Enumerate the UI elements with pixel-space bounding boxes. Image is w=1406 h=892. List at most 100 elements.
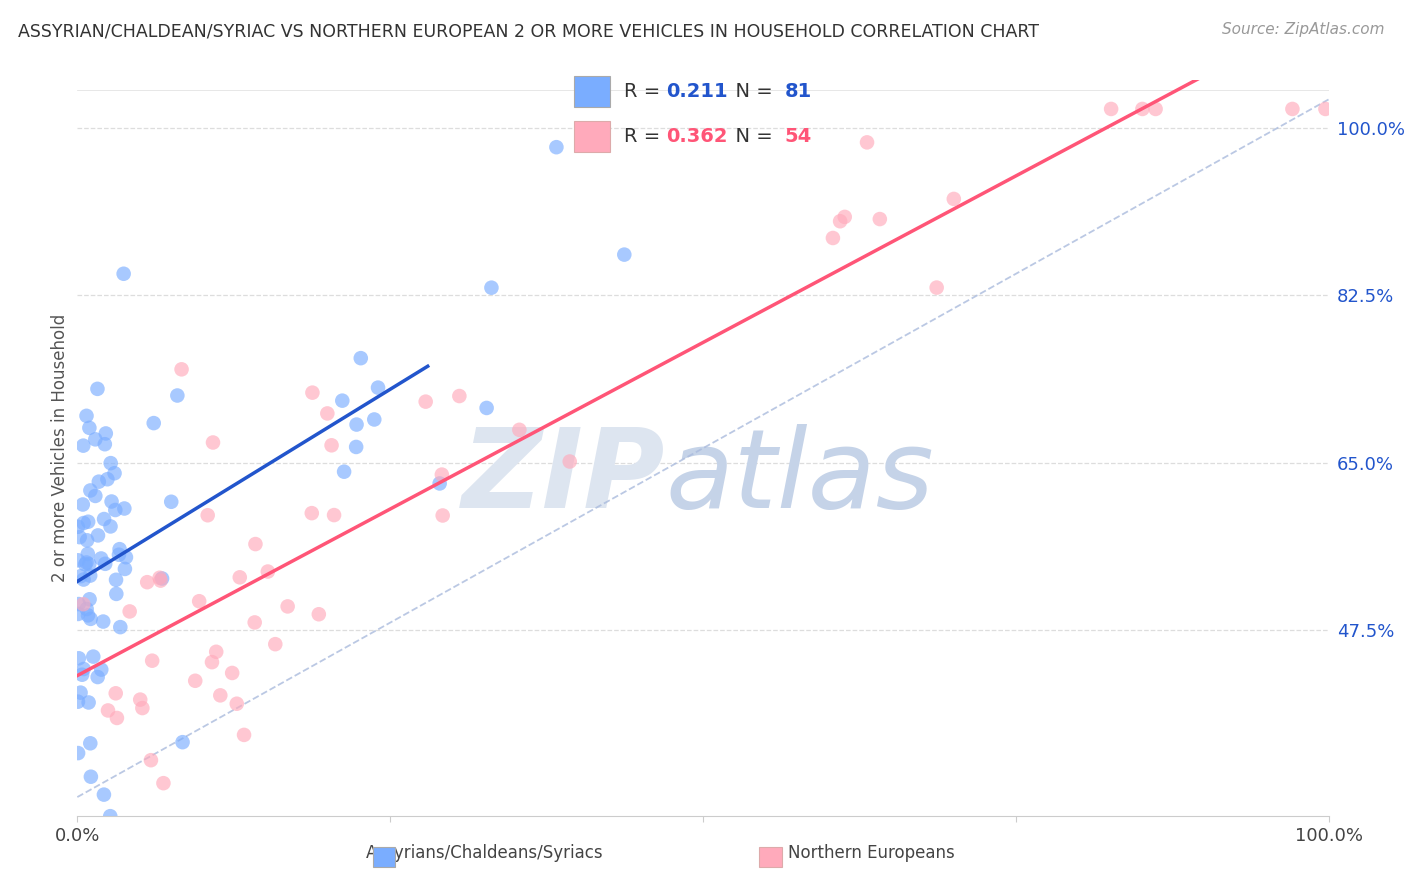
Point — [90, 551, 112, 566]
Text: 0.362: 0.362 — [666, 127, 728, 145]
Text: Assyrians/Chaldeans/Syriacs: Assyrians/Chaldeans/Syriacs — [366, 844, 605, 862]
Bar — [574, 76, 610, 106]
Point — [188, 594, 211, 608]
Text: 81: 81 — [785, 82, 811, 101]
Text: Source: ZipAtlas.com: Source: ZipAtlas.com — [1222, 22, 1385, 37]
Text: ZIP: ZIP — [463, 425, 665, 531]
Point — [67, 651, 90, 665]
Point — [546, 140, 568, 154]
Point — [72, 498, 94, 512]
Point — [67, 597, 90, 611]
Text: ASSYRIAN/CHALDEAN/SYRIAC VS NORTHERN EUROPEAN 2 OR MORE VEHICLES IN HOUSEHOLD CO: ASSYRIAN/CHALDEAN/SYRIAC VS NORTHERN EUR… — [18, 22, 1039, 40]
Point — [830, 214, 852, 228]
Point — [100, 494, 122, 508]
Point — [834, 210, 856, 224]
Point — [321, 438, 343, 452]
Point — [84, 489, 107, 503]
Point — [856, 136, 879, 150]
Point — [430, 467, 453, 482]
Point — [76, 602, 98, 616]
Point — [72, 573, 94, 587]
Point — [76, 409, 98, 423]
Point — [84, 433, 107, 447]
Point — [79, 592, 101, 607]
Point — [201, 435, 224, 450]
Point — [69, 530, 91, 544]
Point — [170, 362, 193, 376]
Point — [449, 389, 471, 403]
Point — [77, 696, 100, 710]
Point — [333, 465, 356, 479]
Point — [79, 421, 101, 435]
Point — [112, 267, 135, 281]
Point — [344, 440, 367, 454]
Point — [103, 467, 125, 481]
Point — [79, 483, 101, 498]
Point — [323, 508, 346, 522]
Point — [160, 495, 183, 509]
Point — [141, 654, 163, 668]
Bar — [574, 121, 610, 152]
Point — [277, 599, 299, 614]
Point — [73, 662, 96, 676]
Point — [432, 508, 454, 523]
Point — [869, 212, 891, 227]
Point — [70, 667, 93, 681]
Point — [346, 417, 368, 432]
Point — [149, 574, 172, 588]
Point — [67, 746, 90, 760]
Point — [209, 689, 232, 703]
Point — [67, 607, 90, 621]
Point — [77, 608, 100, 623]
Point — [66, 695, 89, 709]
Point — [316, 406, 339, 420]
Text: N =: N = — [723, 127, 779, 145]
Point — [94, 426, 117, 441]
Point — [172, 735, 194, 749]
Point — [221, 665, 243, 680]
Point — [201, 655, 224, 669]
Point — [79, 568, 101, 582]
Point — [475, 401, 498, 415]
Point — [131, 701, 153, 715]
Point — [105, 711, 128, 725]
Point — [77, 515, 100, 529]
Point — [86, 382, 108, 396]
Point — [105, 587, 128, 601]
Text: R =: R = — [624, 82, 666, 101]
Point — [104, 503, 127, 517]
Point — [94, 437, 117, 451]
Point — [75, 558, 97, 572]
Point — [108, 542, 131, 557]
Point — [256, 565, 278, 579]
Point — [330, 393, 353, 408]
Point — [225, 697, 247, 711]
Point — [136, 575, 159, 590]
Point — [115, 550, 138, 565]
Text: R =: R = — [624, 127, 666, 145]
Point — [98, 809, 121, 823]
Point — [350, 351, 373, 366]
Point — [114, 562, 136, 576]
Point — [90, 663, 112, 677]
Point — [205, 645, 228, 659]
Point — [87, 475, 110, 489]
Point — [72, 516, 94, 530]
Point — [264, 637, 287, 651]
Point — [69, 569, 91, 583]
Point — [229, 570, 252, 584]
Text: Northern Europeans: Northern Europeans — [789, 844, 955, 862]
Point — [93, 788, 115, 802]
Point — [558, 454, 581, 468]
Point — [104, 686, 127, 700]
Point — [96, 472, 118, 486]
Point — [97, 703, 120, 717]
Point — [245, 537, 267, 551]
Point — [942, 192, 965, 206]
Point — [87, 528, 110, 542]
Point — [93, 512, 115, 526]
Point — [110, 620, 132, 634]
Point — [118, 604, 141, 618]
Point — [79, 736, 101, 750]
Point — [1132, 102, 1154, 116]
